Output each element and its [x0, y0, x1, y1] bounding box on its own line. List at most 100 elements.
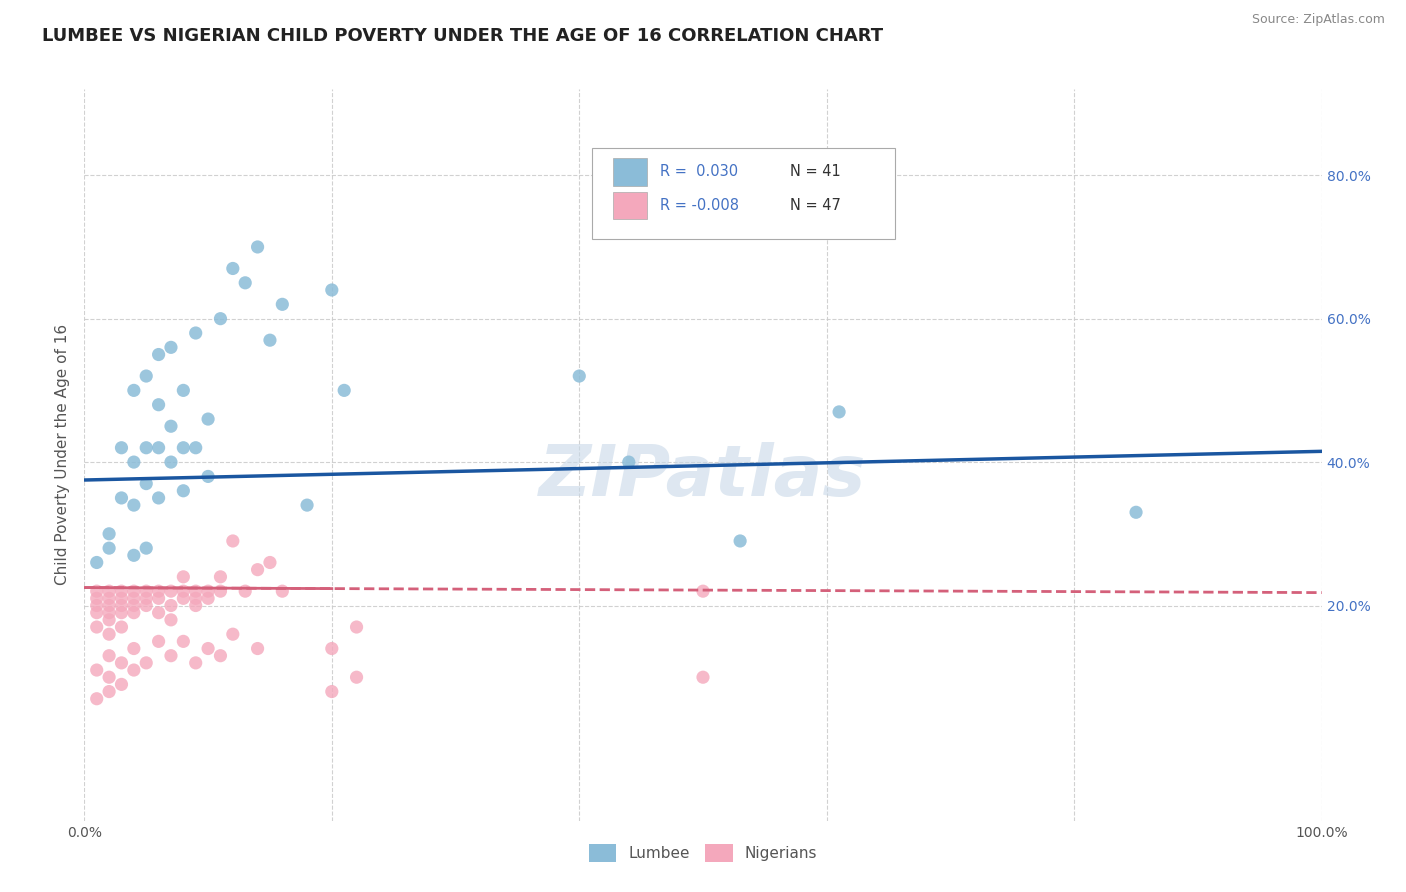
Point	[110, 677, 132, 691]
Point	[135, 369, 157, 384]
Point	[1125, 505, 1147, 519]
Y-axis label: Child Poverty Under the Age of 16: Child Poverty Under the Age of 16	[55, 325, 70, 585]
Point	[346, 620, 368, 634]
Point	[110, 606, 132, 620]
Point	[346, 670, 368, 684]
Point	[110, 599, 132, 613]
Point	[160, 419, 183, 434]
Point	[110, 620, 132, 634]
Legend: Lumbee, Nigerians: Lumbee, Nigerians	[582, 838, 824, 868]
Point	[295, 498, 318, 512]
Point	[122, 606, 145, 620]
Point	[197, 469, 219, 483]
Point	[110, 591, 132, 606]
Point	[259, 333, 281, 347]
Point	[160, 455, 183, 469]
Point	[184, 656, 207, 670]
Point	[172, 591, 194, 606]
Point	[148, 606, 170, 620]
Text: N = 41: N = 41	[790, 164, 841, 179]
Point	[98, 599, 121, 613]
Point	[160, 599, 183, 613]
Point	[98, 584, 121, 599]
Point	[122, 498, 145, 512]
Point	[197, 641, 219, 656]
FancyBboxPatch shape	[613, 158, 647, 186]
Point	[222, 627, 245, 641]
Point	[184, 584, 207, 599]
Text: LUMBEE VS NIGERIAN CHILD POVERTY UNDER THE AGE OF 16 CORRELATION CHART: LUMBEE VS NIGERIAN CHILD POVERTY UNDER T…	[42, 27, 883, 45]
Point	[122, 584, 145, 599]
Point	[135, 541, 157, 556]
Point	[233, 584, 256, 599]
Point	[184, 441, 207, 455]
Point	[86, 620, 108, 634]
Point	[110, 441, 132, 455]
Point	[172, 570, 194, 584]
Point	[160, 648, 183, 663]
Text: N = 47: N = 47	[790, 198, 841, 213]
Point	[98, 541, 121, 556]
Point	[233, 276, 256, 290]
Point	[160, 613, 183, 627]
Point	[184, 599, 207, 613]
Text: R =  0.030: R = 0.030	[659, 164, 738, 179]
Point	[86, 599, 108, 613]
Point	[148, 441, 170, 455]
Point	[692, 670, 714, 684]
Point	[148, 584, 170, 599]
Point	[98, 684, 121, 698]
Point	[122, 455, 145, 469]
Point	[728, 533, 751, 548]
Point	[209, 311, 232, 326]
Point	[246, 563, 269, 577]
Point	[321, 283, 343, 297]
Point	[172, 483, 194, 498]
Point	[98, 613, 121, 627]
Point	[172, 584, 194, 599]
Point	[98, 526, 121, 541]
Point	[148, 347, 170, 361]
Point	[122, 641, 145, 656]
Point	[122, 663, 145, 677]
Point	[246, 641, 269, 656]
Point	[828, 405, 851, 419]
Point	[122, 384, 145, 398]
Point	[246, 240, 269, 254]
Point	[209, 584, 232, 599]
Point	[197, 584, 219, 599]
Text: ZIPatlas: ZIPatlas	[540, 442, 866, 511]
Point	[135, 584, 157, 599]
Point	[86, 663, 108, 677]
Point	[197, 412, 219, 426]
Point	[197, 591, 219, 606]
Point	[172, 634, 194, 648]
Point	[222, 261, 245, 276]
Point	[568, 369, 591, 384]
Point	[184, 591, 207, 606]
Point	[321, 641, 343, 656]
Point	[148, 591, 170, 606]
Point	[122, 599, 145, 613]
Point	[86, 591, 108, 606]
Point	[184, 326, 207, 340]
Point	[122, 549, 145, 563]
Point	[86, 556, 108, 570]
Point	[98, 670, 121, 684]
Point	[617, 455, 640, 469]
Point	[172, 441, 194, 455]
Point	[110, 491, 132, 505]
Point	[98, 606, 121, 620]
Text: Source: ZipAtlas.com: Source: ZipAtlas.com	[1251, 13, 1385, 27]
Point	[209, 648, 232, 663]
Point	[321, 684, 343, 698]
Point	[122, 591, 145, 606]
Point	[160, 584, 183, 599]
Point	[209, 570, 232, 584]
Point	[86, 691, 108, 706]
Point	[172, 384, 194, 398]
Point	[135, 656, 157, 670]
Point	[98, 648, 121, 663]
Point	[148, 491, 170, 505]
Point	[110, 656, 132, 670]
